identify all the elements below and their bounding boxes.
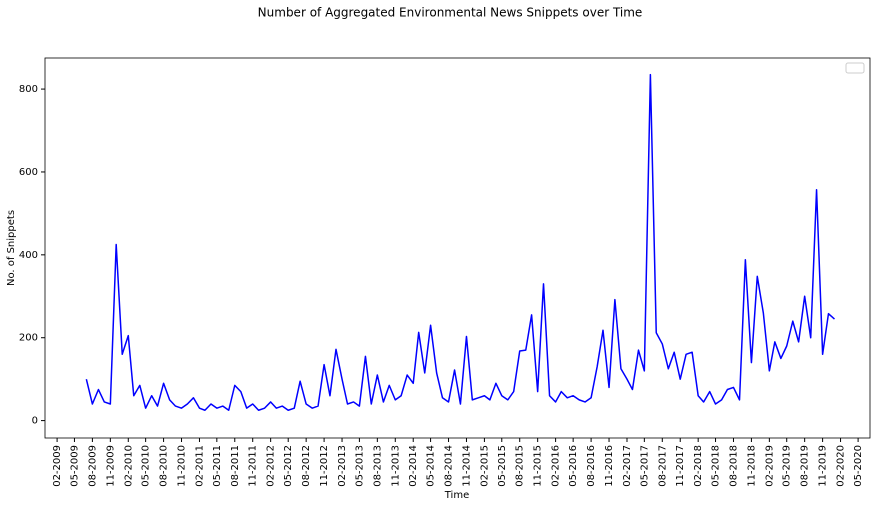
x-tick-label: 08-2018 xyxy=(728,445,739,487)
x-tick-label: 02-2011 xyxy=(194,445,205,487)
x-tick-label: 02-2019 xyxy=(764,445,775,487)
x-tick-label: 05-2011 xyxy=(212,445,223,487)
x-tick-label: 11-2013 xyxy=(390,445,401,487)
x-tick-label: 11-2016 xyxy=(604,445,615,487)
x-tick-label: 05-2015 xyxy=(497,445,508,487)
chart-title: Number of Aggregated Environmental News … xyxy=(258,6,643,20)
data-line xyxy=(85,73,835,411)
y-tick-label: 200 xyxy=(19,333,38,344)
x-tick-label: 02-2016 xyxy=(551,445,562,487)
x-tick-label: 08-2012 xyxy=(301,445,312,487)
x-tick-label: 11-2009 xyxy=(105,445,116,487)
x-tick-label: 08-2015 xyxy=(515,445,526,487)
x-tick-label: 02-2009 xyxy=(52,445,63,487)
x-tick-label: 08-2014 xyxy=(444,445,455,487)
x-tick-label: 05-2014 xyxy=(426,445,437,487)
y-tick-label: 800 xyxy=(19,84,38,95)
x-tick-label: 08-2017 xyxy=(657,445,668,487)
x-tick-label: 11-2018 xyxy=(746,445,757,487)
x-tick-label: 05-2009 xyxy=(69,445,80,487)
x-tick-label: 02-2010 xyxy=(123,445,134,487)
x-tick-label: 02-2018 xyxy=(693,445,704,487)
x-tick-label: 11-2010 xyxy=(177,445,188,487)
x-tick-label: 02-2017 xyxy=(622,445,633,487)
x-tick-label: 11-2012 xyxy=(319,445,330,487)
y-tick-label: 600 xyxy=(19,167,38,178)
x-tick-label: 05-2018 xyxy=(711,445,722,487)
x-tick-label: 02-2014 xyxy=(408,445,419,487)
x-tick-label: 08-2010 xyxy=(159,445,170,487)
x-tick-label: 05-2013 xyxy=(354,445,365,487)
x-tick-label: 05-2020 xyxy=(853,445,864,487)
x-axis-label: Time xyxy=(444,490,469,501)
x-tick-label: 05-2019 xyxy=(782,445,793,487)
x-tick-label: 11-2014 xyxy=(461,445,472,487)
x-tick-label: 08-2013 xyxy=(372,445,383,487)
y-tick-label: 0 xyxy=(32,416,38,427)
plot-frame xyxy=(44,57,871,439)
x-tick-label: 05-2016 xyxy=(568,445,579,487)
x-tick-label: 05-2010 xyxy=(141,445,152,487)
y-tick-label: 400 xyxy=(19,250,38,261)
y-axis-label: No. of Snippets xyxy=(6,210,17,286)
legend xyxy=(845,62,865,74)
x-tick-label: 08-2009 xyxy=(87,445,98,487)
x-tick-label: 05-2017 xyxy=(639,445,650,487)
x-tick-label: 08-2016 xyxy=(586,445,597,487)
x-tick-label: 11-2015 xyxy=(533,445,544,487)
x-tick-label: 02-2015 xyxy=(479,445,490,487)
x-tick-label: 08-2019 xyxy=(800,445,811,487)
x-tick-label: 05-2012 xyxy=(283,445,294,487)
x-tick-label: 02-2020 xyxy=(836,445,847,487)
x-tick-label: 11-2011 xyxy=(248,445,259,487)
x-tick-label: 02-2013 xyxy=(337,445,348,487)
x-tick-label: 02-2012 xyxy=(266,445,277,487)
x-tick-label: 08-2011 xyxy=(230,445,241,487)
x-tick-label: 11-2017 xyxy=(675,445,686,487)
x-tick-label: 11-2019 xyxy=(818,445,829,487)
